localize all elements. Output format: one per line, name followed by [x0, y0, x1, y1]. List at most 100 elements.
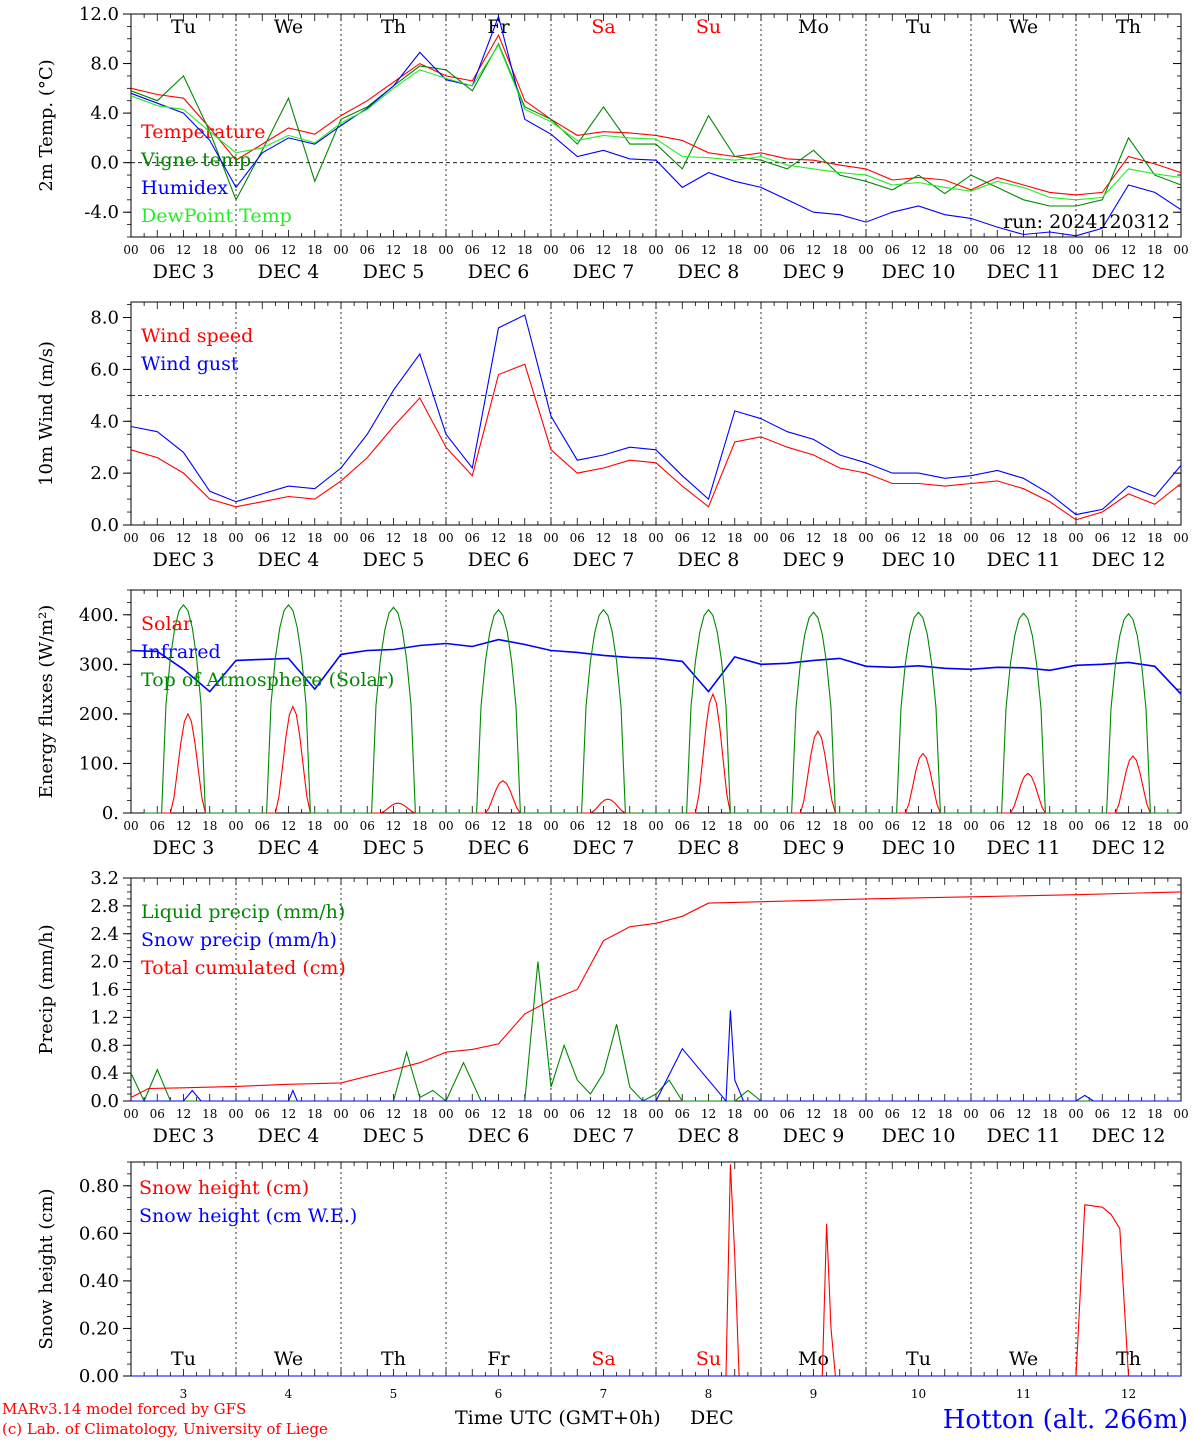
- legend-entry: Total cumulated (cm): [141, 957, 346, 979]
- hour-tick-label: 06: [570, 1107, 585, 1121]
- hour-tick-label: 00: [333, 1107, 348, 1121]
- y-axis-title: Snow height (cm): [36, 1188, 57, 1349]
- hour-tick-label: 18: [412, 531, 427, 545]
- hour-tick-label: 12: [701, 531, 716, 545]
- hour-tick-label: 00: [753, 243, 768, 257]
- hour-tick-label: 12: [701, 243, 716, 257]
- hour-tick-label: 00: [333, 531, 348, 545]
- x-axis-label: Time UTC (GMT+0h): [455, 1407, 661, 1429]
- hour-tick-label: 18: [622, 1107, 637, 1121]
- hour-tick-label: 00: [1173, 1107, 1188, 1121]
- credit-line-2: (c) Lab. of Climatology, University of L…: [2, 1420, 328, 1438]
- y-tick-label: 0.20: [79, 1318, 119, 1339]
- day-name: Th: [1116, 1348, 1141, 1370]
- hour-tick-label: 06: [1095, 531, 1110, 545]
- date-label: DEC 5: [363, 1125, 425, 1147]
- date-label: DEC 6: [468, 549, 530, 571]
- hour-tick-label: 18: [1042, 1107, 1057, 1121]
- hour-tick-label: 06: [1095, 819, 1110, 833]
- hour-tick-label: 06: [360, 531, 375, 545]
- date-label: DEC 12: [1092, 837, 1166, 859]
- date-label: DEC 3: [153, 549, 215, 571]
- hour-tick-label: 00: [1173, 243, 1188, 257]
- hour-tick-label: 12: [176, 243, 191, 257]
- day-name: Tu: [906, 16, 931, 38]
- hour-tick-label: 18: [307, 243, 322, 257]
- hour-tick-label: 18: [1042, 819, 1057, 833]
- hour-tick-label: 00: [543, 819, 558, 833]
- hour-tick-label: 18: [622, 819, 637, 833]
- day-name: Mo: [798, 16, 829, 38]
- hour-tick-label: 06: [465, 1107, 480, 1121]
- hour-tick-label: 12: [281, 819, 296, 833]
- hour-tick-label: 06: [150, 1107, 165, 1121]
- hour-tick-label: 00: [123, 819, 138, 833]
- hour-tick-label: 06: [780, 819, 795, 833]
- hour-tick-label: 18: [517, 819, 532, 833]
- hour-tick-label: 18: [937, 819, 952, 833]
- hour-tick-label: 00: [228, 1107, 243, 1121]
- station-name: Hotton (alt. 266m): [943, 1405, 1188, 1435]
- hour-tick-label: 00: [963, 819, 978, 833]
- legend-entry: Top of Atmosphere (Solar): [141, 669, 394, 691]
- hour-tick-label: 18: [622, 531, 637, 545]
- credit-line-1: MARv3.14 model forced by GFS: [2, 1400, 246, 1418]
- hour-tick-label: 00: [438, 1107, 453, 1121]
- y-tick-label: 0.0: [90, 515, 119, 536]
- series-line-dewpoint-temp: [130, 43, 1182, 201]
- hour-tick-label: 00: [753, 531, 768, 545]
- hour-tick-label: 00: [963, 531, 978, 545]
- hour-tick-label: 12: [911, 1107, 926, 1121]
- legend-entry: Wind gust: [141, 353, 239, 375]
- hour-tick-label: 06: [780, 1107, 795, 1121]
- date-label: DEC 7: [573, 837, 635, 859]
- hour-tick-label: 06: [360, 243, 375, 257]
- y-tick-label: 12.0: [79, 4, 119, 25]
- date-label: DEC 9: [783, 261, 845, 283]
- hour-tick-label: 18: [412, 819, 427, 833]
- hour-tick-label: 18: [832, 1107, 847, 1121]
- hour-tick-label: 18: [412, 1107, 427, 1121]
- footer: MARv3.14 model forced by GFS (c) Lab. of…: [2, 1400, 1188, 1438]
- series-line-solar: [144, 692, 1177, 814]
- date-label: DEC 11: [987, 1125, 1061, 1147]
- hour-tick-label: 18: [202, 819, 217, 833]
- y-tick-label: 100.: [79, 753, 119, 774]
- day-name: We: [274, 1348, 303, 1370]
- x-axis-month: DEC: [690, 1407, 734, 1429]
- day-name: Mo: [798, 1348, 829, 1370]
- hour-tick-label: 12: [491, 819, 506, 833]
- hour-tick-label: 18: [307, 531, 322, 545]
- hour-tick-label: 06: [990, 531, 1005, 545]
- hour-tick-label: 18: [937, 1107, 952, 1121]
- hour-tick-label: 18: [307, 1107, 322, 1121]
- hour-tick-label: 00: [543, 531, 558, 545]
- hour-tick-label: 12: [1121, 243, 1136, 257]
- hour-tick-label: 12: [281, 1107, 296, 1121]
- hour-tick-label: 12: [281, 243, 296, 257]
- hour-tick-label: 06: [465, 531, 480, 545]
- date-number: 7: [600, 1387, 608, 1401]
- legend-entry: DewPoint Temp: [141, 205, 292, 227]
- hour-tick-label: 06: [885, 1107, 900, 1121]
- day-name: Tu: [171, 16, 196, 38]
- date-label: DEC 11: [987, 549, 1061, 571]
- hour-tick-label: 00: [123, 243, 138, 257]
- hour-tick-label: 12: [491, 531, 506, 545]
- hour-tick-label: 12: [701, 819, 716, 833]
- hour-tick-label: 06: [570, 819, 585, 833]
- hour-tick-label: 06: [570, 531, 585, 545]
- date-label: DEC 12: [1092, 549, 1166, 571]
- hour-tick-label: 00: [123, 531, 138, 545]
- y-tick-label: 200.: [79, 704, 119, 725]
- hour-tick-label: 18: [937, 531, 952, 545]
- y-tick-label: 300.: [79, 654, 119, 675]
- panel-wind: 8.0 6.0 4.0 2.0 0.0 10m Wind (m/s) 00 06 12 18 DEC…: [36, 301, 1189, 571]
- hour-tick-label: 06: [465, 243, 480, 257]
- y-tick-label: 0.8: [90, 1035, 119, 1056]
- day-name: Th: [381, 1348, 406, 1370]
- hour-tick-label: 00: [543, 243, 558, 257]
- legend-entry: Solar: [141, 613, 193, 635]
- date-number: 5: [390, 1387, 398, 1401]
- panel-snow: 0.80 0.60 0.40 0.20 0.00 Snow height (cm) Tu We…: [36, 1161, 1182, 1401]
